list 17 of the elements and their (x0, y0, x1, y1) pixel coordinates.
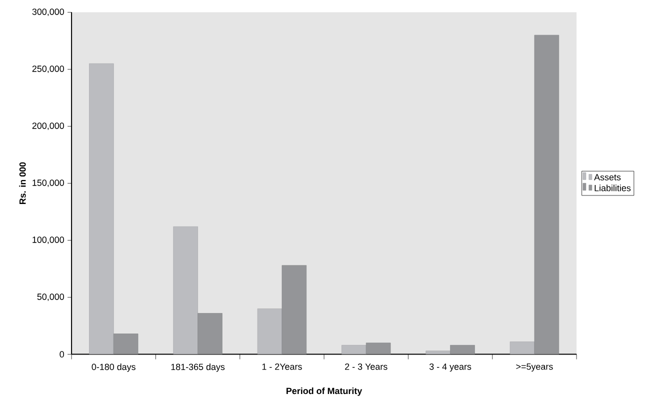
y-tick-label: 150,000 (32, 180, 64, 187)
legend-label: Assets (594, 174, 621, 180)
y-tick-label: 0 (60, 351, 64, 358)
y-axis-title: Rs. in 000 (19, 162, 26, 204)
y-tick-label: 50,000 (37, 294, 64, 301)
x-tick-label: 2 - 3 Years (345, 363, 388, 370)
x-tick-label: 0-180 days (92, 363, 136, 372)
y-tick-label: 250,000 (32, 66, 64, 73)
x-tick-label: 181-365 days (171, 363, 225, 372)
x-tick-label: >=5years (516, 363, 553, 372)
y-tick-label: 200,000 (32, 122, 64, 130)
x-tick-label: 3 - 4 years (429, 363, 472, 372)
x-tick-label: 1 - 2Years (262, 363, 302, 370)
x-axis-title: Period of Maturity (286, 387, 362, 396)
legend-label: Liabilities (594, 184, 631, 192)
y-tick-label: 100,000 (32, 236, 64, 244)
y-tick-label: 300,000 (32, 8, 64, 16)
